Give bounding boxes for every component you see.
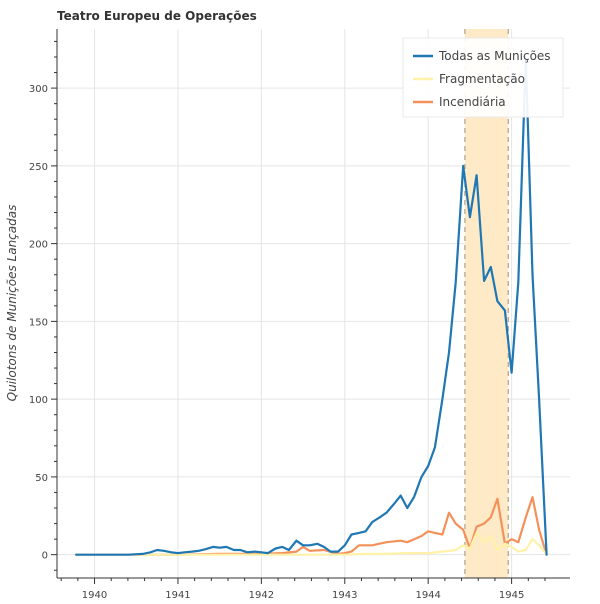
highlight-band xyxy=(464,29,509,578)
x-tick-label: 1944 xyxy=(415,590,440,600)
x-tick-label: 1943 xyxy=(332,590,357,600)
x-tick-label: 1942 xyxy=(249,590,274,600)
y-axis-label: Quilotons de Munições Lançadas xyxy=(5,205,19,402)
legend[interactable]: Todas as Munições Fragmentação Incendiária xyxy=(402,37,564,118)
legend-label-3: Incendiária xyxy=(439,95,506,109)
legend-label-2: Fragmentação xyxy=(439,72,525,86)
highlight-band-group xyxy=(464,29,509,578)
y-tick-label: 0 xyxy=(42,551,48,562)
legend-box xyxy=(402,37,564,118)
x-tick-label: 1941 xyxy=(165,590,190,600)
x-tick-label: 1940 xyxy=(82,590,107,600)
legend-label-1: Todas as Munições xyxy=(438,49,551,63)
y-tick-label: 250 xyxy=(29,162,48,173)
series-line-1 xyxy=(75,55,548,556)
y-tick-label: 200 xyxy=(29,240,48,251)
y-tick-label: 50 xyxy=(35,473,48,484)
y-tick-label: 300 xyxy=(29,84,48,95)
y-tick-label: 100 xyxy=(29,395,48,406)
x-tick-label: 1945 xyxy=(499,590,524,600)
chart-title: Teatro Europeu de Operações xyxy=(57,9,257,23)
series-line-2 xyxy=(75,531,548,556)
y-tick-label: 150 xyxy=(29,317,48,328)
series-lines xyxy=(75,55,548,556)
axes: 0 50 100 150 200 250 300 1940 1941 1942 1943 1944 19… xyxy=(29,29,570,601)
